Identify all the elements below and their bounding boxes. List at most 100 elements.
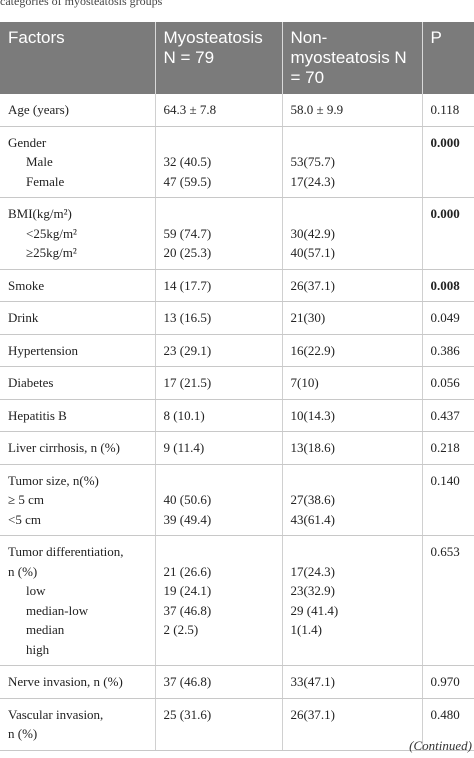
p-value: 0.653	[422, 535, 474, 666]
non-value: 10(14.3)	[282, 399, 423, 432]
header-p: P	[422, 22, 474, 94]
sub-label: low	[26, 583, 46, 598]
table-row: Drink 13 (16.5) 21(30) 0.049	[0, 301, 474, 335]
header-factors: Factors	[0, 22, 156, 94]
p-value: 0.000	[422, 197, 474, 270]
sub-label: Male	[26, 154, 53, 169]
myo-value: 17 (21.5)	[155, 366, 283, 400]
row-label: Smoke	[0, 269, 156, 302]
p-value: 0.386	[422, 334, 474, 367]
myo-value: 37 (46.8)	[163, 602, 212, 618]
myo-value: 40 (50.6)	[163, 492, 212, 507]
sub-label: Female	[26, 173, 65, 189]
myo-value: 25 (31.6)	[155, 698, 283, 751]
non-value: 33(47.1)	[282, 665, 423, 699]
row-label-group: Tumor size, n(%) ≥ 5 cm <5 cm	[0, 464, 156, 536]
non-value: 29 (41.4)	[290, 602, 339, 618]
non-value: 58.0 ± 9.9	[282, 94, 423, 127]
myo-values: 32 (40.5) 47 (59.5)	[155, 126, 283, 198]
sub-label: ≥ 5 cm	[8, 492, 45, 507]
row-label: Nerve invasion, n (%)	[0, 665, 156, 699]
myo-value: 2 (2.5)	[163, 622, 199, 637]
row-label: Gender	[8, 134, 47, 150]
myo-value: 19 (24.1)	[163, 583, 212, 598]
myo-value: 32 (40.5)	[163, 154, 212, 169]
table-row: BMI(kg/m²) <25kg/m² ≥25kg/m² 59 (74.7) 2…	[0, 197, 474, 270]
continued-note: (Continued)	[409, 738, 472, 753]
row-label: Age (years)	[0, 94, 156, 127]
table-row: Vascular invasion, n (%) 25 (31.6) 26(37…	[0, 698, 474, 751]
p-value: 0.000	[422, 126, 474, 198]
table-row: Liver cirrhosis, n (%) 9 (11.4) 13(18.6)…	[0, 431, 474, 465]
sub-label: ≥25kg/m²	[26, 245, 77, 260]
non-value: 26(37.1)	[282, 698, 423, 751]
p-value: 0.480	[422, 698, 474, 751]
myo-value: 14 (17.7)	[155, 269, 283, 302]
myo-value: 9 (11.4)	[155, 431, 283, 465]
non-value: 27(38.6)	[290, 492, 335, 507]
row-label-group: Tumor differentiation, n (%) low median-…	[0, 535, 156, 666]
sub-label: median	[26, 622, 65, 637]
sub-label: <25kg/m²	[26, 225, 77, 241]
table-row: Diabetes 17 (21.5) 7(10) 0.056	[0, 366, 474, 400]
p-value: 0.118	[422, 94, 474, 127]
myo-value: 20 (25.3)	[163, 245, 212, 260]
table-header-row: Factors Myosteatosis N = 79 Non-myosteat…	[0, 22, 474, 94]
row-label: Tumor differentiation,	[8, 544, 124, 559]
myo-values: 21 (26.6) 19 (24.1) 37 (46.8) 2 (2.5)	[155, 535, 283, 666]
myo-value: 21 (26.6)	[163, 563, 212, 579]
myo-value: 8 (10.1)	[155, 399, 283, 432]
non-values: 53(75.7) 17(24.3)	[282, 126, 423, 198]
non-value: 16(22.9)	[282, 334, 423, 367]
non-value: 13(18.6)	[282, 431, 423, 465]
non-values: 27(38.6) 43(61.4)	[282, 464, 423, 536]
row-label-group: Gender Male Female	[0, 126, 156, 198]
caption-fragment: categories of myosteatosis groups	[0, 0, 163, 8]
table-row: Tumor size, n(%) ≥ 5 cm <5 cm 40 (50.6) …	[0, 464, 474, 536]
non-value: 7(10)	[282, 366, 423, 400]
non-value: 26(37.1)	[282, 269, 423, 302]
myo-value: 39 (49.4)	[163, 511, 212, 527]
myo-values: 40 (50.6) 39 (49.4)	[155, 464, 283, 536]
table-row: Hepatitis B 8 (10.1) 10(14.3) 0.437	[0, 399, 474, 432]
row-label: Hepatitis B	[0, 399, 156, 432]
row-label: Diabetes	[0, 366, 156, 400]
table-row: Smoke 14 (17.7) 26(37.1) 0.008	[0, 269, 474, 302]
myo-value: 13 (16.5)	[155, 301, 283, 335]
non-values: 30(42.9) 40(57.1)	[282, 197, 423, 270]
myo-value: 23 (29.1)	[155, 334, 283, 367]
sub-label: median-low	[26, 602, 89, 618]
row-label: Drink	[0, 301, 156, 335]
non-value: 40(57.1)	[290, 245, 335, 260]
row-label-group: BMI(kg/m²) <25kg/m² ≥25kg/m²	[0, 197, 156, 270]
sub-label: high	[26, 641, 50, 657]
table-row: Age (years) 64.3 ± 7.8 58.0 ± 9.9 0.118	[0, 94, 474, 127]
header-non-myosteatosis: Non-myosteatosis N = 70	[282, 22, 423, 94]
p-value: 0.056	[422, 366, 474, 400]
table-row: Hypertension 23 (29.1) 16(22.9) 0.386	[0, 334, 474, 367]
non-value: 17(24.3)	[290, 563, 335, 579]
p-value: 0.008	[422, 269, 474, 302]
row-label: Hypertension	[0, 334, 156, 367]
myo-value: 47 (59.5)	[163, 173, 212, 189]
header-myosteatosis: Myosteatosis N = 79	[155, 22, 283, 94]
non-value: 17(24.3)	[290, 173, 335, 189]
row-label: Liver cirrhosis, n (%)	[0, 431, 156, 465]
characteristics-table: Factors Myosteatosis N = 79 Non-myosteat…	[0, 22, 474, 751]
row-label-group: Vascular invasion, n (%)	[0, 698, 156, 751]
row-label: BMI(kg/m²)	[8, 206, 72, 221]
row-label-cont: n (%)	[8, 726, 38, 741]
table-row: Gender Male Female 32 (40.5) 47 (59.5) 5…	[0, 126, 474, 198]
non-value: 21(30)	[282, 301, 423, 335]
myo-values: 59 (74.7) 20 (25.3)	[155, 197, 283, 270]
myo-value: 59 (74.7)	[163, 225, 212, 241]
non-value: 30(42.9)	[290, 225, 335, 241]
non-value: 53(75.7)	[290, 154, 335, 169]
sub-label: <5 cm	[8, 511, 41, 527]
non-value: 23(32.9)	[290, 583, 335, 598]
non-value: 43(61.4)	[290, 511, 335, 527]
row-label: Tumor size, n(%)	[8, 472, 99, 488]
table-row: Nerve invasion, n (%) 37 (46.8) 33(47.1)…	[0, 665, 474, 699]
myo-value: 37 (46.8)	[155, 665, 283, 699]
row-label: Vascular invasion,	[8, 706, 104, 722]
